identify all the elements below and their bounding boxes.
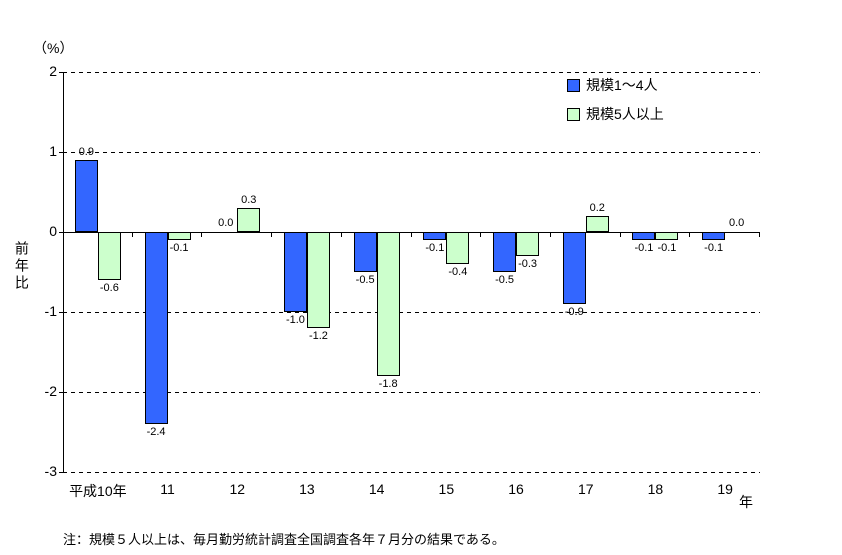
x-axis-category-label: 17 (577, 481, 594, 497)
bar-value-label: -0.1 (657, 242, 677, 254)
bar-value-label: -0.4 (448, 266, 468, 278)
y-axis-tick-label: 1 (49, 143, 57, 159)
x-axis-category-label: 14 (368, 481, 385, 497)
bar-17-series0 (562, 232, 586, 304)
footnote: 注：規模５人以上は、毎月勤労統計調査全国調査各年７月分の結果である。 (63, 532, 505, 547)
bar-value-label: -0.5 (355, 274, 375, 286)
bar-value-label: -0.6 (99, 282, 119, 294)
legend-item-size-5plus: 規模5人以上 (567, 104, 664, 124)
bar-value-label: -0.5 (495, 274, 515, 286)
y-axis-tick (59, 72, 63, 73)
x-axis-category-label: 平成10年 (69, 483, 127, 499)
legend-swatch-blue-icon (567, 78, 580, 92)
bar-18-series1 (655, 232, 679, 240)
x-axis-category-label: 18 (647, 481, 664, 497)
bar-value-label: -1.8 (378, 378, 398, 390)
bar-15-series0 (423, 232, 447, 240)
bar-value-label: -0.1 (634, 242, 654, 254)
legend-label: 規模1～4人 (586, 77, 658, 93)
x-axis-category-label: 13 (299, 481, 315, 497)
bar-value-label: 0.0 (728, 217, 745, 229)
bar-14-series0 (353, 232, 377, 272)
bar-value-label: -0.3 (518, 258, 538, 270)
x-axis-tick (131, 232, 133, 237)
bar-14-series1 (376, 232, 400, 376)
bar-value-label: -0.1 (169, 242, 189, 254)
x-axis-category-label: 12 (229, 481, 246, 497)
plot-area: 規模1～4人 規模5人以上 年 2 1 0 -1 -2 -3 平成10年 11 12 13 14 15… (45, 63, 760, 510)
bar-value-label: -0.1 (425, 242, 445, 254)
bar-16-series1 (516, 232, 540, 256)
x-axis-category-label: 11 (160, 481, 175, 497)
gridline (63, 392, 760, 393)
x-axis-tick (410, 232, 412, 237)
x-axis-tick (619, 232, 621, 237)
x-axis-tick (759, 232, 760, 237)
x-axis-tick (480, 232, 482, 237)
bar-17-series1 (585, 216, 609, 232)
x-axis-category-label: 15 (438, 481, 455, 497)
zero-gridline (63, 232, 760, 233)
bar-12-series1 (237, 208, 261, 232)
bar-value-label: 0.0 (218, 217, 234, 229)
y-axis-tick-label: -3 (44, 463, 57, 479)
y-axis-tick (59, 312, 63, 313)
legend: 規模1～4人 規模5人以上 (567, 75, 664, 133)
bar-value-label: -2.4 (146, 426, 166, 438)
bar-value-label: -1.0 (285, 314, 305, 326)
x-axis-tick (549, 232, 551, 237)
y-axis-tick (59, 472, 63, 473)
y-axis-tick (59, 152, 63, 153)
y-axis-tick-label: 2 (49, 63, 57, 79)
x-axis-tick (201, 232, 203, 237)
bar-11-series1 (167, 232, 191, 240)
gridline (63, 152, 760, 153)
y-axis-tick (59, 232, 63, 233)
bar-19-series0 (702, 232, 726, 240)
bar-18-series0 (632, 232, 656, 240)
x-axis-unit-label: 年 (739, 494, 753, 510)
gridline (63, 72, 760, 73)
x-axis-category-label: 16 (508, 481, 524, 497)
bar-11-series0 (144, 232, 168, 424)
bar-value-label: 0.3 (241, 194, 257, 206)
bar-13-series0 (283, 232, 307, 312)
gridline (63, 472, 760, 473)
bar-value-label: 0.9 (78, 146, 94, 158)
bar-value-label: -0.1 (704, 242, 724, 254)
x-axis-category-label: 19 (717, 481, 733, 497)
y-axis-title: 前年比 (13, 241, 30, 292)
y-axis-tick-label: -1 (44, 303, 57, 319)
y-axis-line (63, 72, 64, 472)
x-axis-tick (340, 232, 342, 237)
bar-value-label: -0.9 (564, 306, 584, 318)
bar-value-label: 0.2 (589, 202, 605, 214)
gridline (63, 312, 760, 313)
y-axis-unit-label: （%） (33, 40, 74, 56)
bar-平成10年-series1 (97, 232, 121, 280)
legend-label: 規模5人以上 (586, 106, 664, 122)
x-axis-tick (689, 232, 691, 237)
y-axis-tick (59, 392, 63, 393)
legend-item-size-1-4: 規模1～4人 (567, 75, 664, 95)
y-axis-tick-label: 0 (49, 223, 57, 239)
y-axis-tick-label: -2 (44, 383, 57, 399)
legend-swatch-green-icon (567, 107, 580, 121)
x-axis-tick (271, 232, 273, 237)
bar-value-label: -1.2 (308, 330, 328, 342)
bar-平成10年-series0 (74, 160, 98, 232)
